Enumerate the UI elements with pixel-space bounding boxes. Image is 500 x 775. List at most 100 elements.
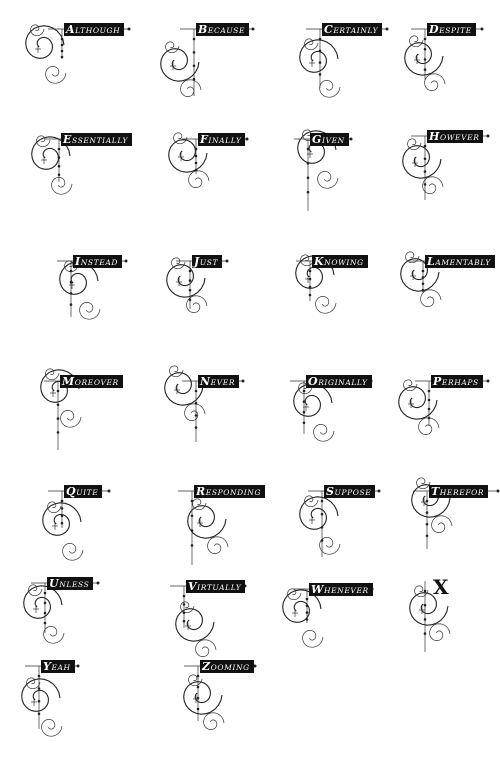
word-banner: Despite bbox=[427, 23, 476, 36]
initial-capital: O bbox=[308, 375, 319, 388]
word-remainder: esponding bbox=[205, 488, 262, 497]
initial-capital: U bbox=[49, 577, 60, 590]
word-remainder: eah bbox=[51, 663, 71, 672]
initial-capital: Q bbox=[66, 485, 77, 498]
flourish-ornament bbox=[295, 254, 365, 314]
flourish-ornament bbox=[168, 132, 249, 188]
initial-capital: Y bbox=[43, 660, 52, 673]
initial-n: Never bbox=[150, 345, 275, 470]
word-remainder: ertainly bbox=[333, 26, 379, 35]
flourish-ornament bbox=[166, 257, 229, 313]
word-banner: Virtually bbox=[186, 580, 246, 593]
initial-p: Perhaps bbox=[385, 345, 500, 470]
initial-capital: E bbox=[63, 133, 72, 146]
initial-w: Whenever bbox=[265, 555, 390, 680]
flourish-ornament bbox=[294, 129, 353, 211]
word-banner: Finally bbox=[198, 133, 246, 146]
initial-u: Unless bbox=[5, 565, 130, 690]
word-remainder: nowing bbox=[324, 258, 364, 267]
flourish-ornament bbox=[160, 27, 255, 97]
word-remainder: nless bbox=[59, 580, 90, 589]
flourish-ornament bbox=[164, 365, 245, 442]
initial-t: Therefor bbox=[385, 455, 500, 580]
word-remainder: ecause bbox=[207, 26, 246, 35]
initial-capital: M bbox=[62, 375, 75, 388]
initial-capital: Z bbox=[202, 660, 211, 673]
flourish-ornament bbox=[409, 581, 451, 652]
initial-capital: C bbox=[324, 23, 334, 36]
word-remainder: ever bbox=[210, 378, 236, 387]
word-banner: Suppose bbox=[324, 485, 376, 498]
initial-b: Because bbox=[140, 5, 265, 130]
initial-l: Lamentably bbox=[385, 225, 500, 350]
initial-y: Yeah bbox=[5, 650, 130, 775]
initial-capital: T bbox=[431, 485, 440, 498]
word-remainder: erhaps bbox=[441, 378, 479, 387]
initial-k: Knowing bbox=[272, 225, 397, 350]
word-remainder: oreover bbox=[74, 378, 119, 387]
initial-capital: K bbox=[314, 255, 325, 268]
word-remainder: irtually bbox=[197, 583, 242, 592]
word-banner: Quite bbox=[64, 485, 103, 498]
word-banner: However bbox=[427, 130, 484, 143]
initial-capital: V bbox=[188, 580, 198, 593]
initial-d: Despite bbox=[385, 5, 500, 130]
initial-capital: W bbox=[311, 583, 324, 596]
word-remainder: uite bbox=[76, 488, 99, 497]
flourish-ornament bbox=[400, 251, 494, 307]
word-remainder: uppose bbox=[334, 488, 372, 497]
initial-capital: X bbox=[433, 575, 449, 599]
word-banner: Moreover bbox=[60, 375, 123, 388]
word-banner: Lamentably bbox=[425, 255, 495, 268]
initial-capital: I bbox=[75, 255, 81, 268]
word-banner: Therefor bbox=[429, 485, 489, 498]
initial-capital: R bbox=[196, 485, 206, 498]
word-banner: Knowing bbox=[312, 255, 368, 268]
initial-j: Just bbox=[150, 225, 275, 350]
word-remainder: henever bbox=[323, 586, 369, 595]
initial-g: Given bbox=[272, 108, 397, 233]
word-banner: Yeah bbox=[41, 660, 75, 673]
flourish-ornament bbox=[299, 27, 389, 98]
word-banner: Just bbox=[192, 255, 223, 268]
word-banner: Whenever bbox=[309, 583, 373, 596]
word-remainder: amentably bbox=[435, 258, 491, 267]
word-remainder: owever bbox=[440, 133, 480, 142]
word-remainder: ooming bbox=[210, 663, 250, 672]
initial-capital: A bbox=[66, 23, 76, 36]
word-remainder: herefor bbox=[439, 488, 485, 497]
flourish-ornament bbox=[40, 368, 121, 450]
initial-capital: L bbox=[427, 255, 436, 268]
word-remainder: ssentially bbox=[71, 136, 128, 145]
word-banner: Because bbox=[196, 23, 250, 36]
initial-capital: F bbox=[200, 133, 209, 146]
word-remainder: inally bbox=[208, 136, 242, 145]
initial-capital: D bbox=[429, 23, 440, 36]
flourish-ornament bbox=[402, 134, 490, 200]
word-remainder: espite bbox=[439, 26, 472, 35]
initial-capital: H bbox=[429, 130, 440, 143]
initial-z: Zooming bbox=[160, 650, 285, 775]
word-remainder: riginally bbox=[318, 378, 368, 387]
ornamental-alphabet-sheet: Although Because Certainly Despite Essential… bbox=[5, 5, 500, 737]
initial-o: Originally bbox=[272, 345, 397, 470]
initial-x: X bbox=[385, 555, 500, 680]
word-banner: Instead bbox=[73, 255, 122, 268]
word-banner: Zooming bbox=[200, 660, 254, 673]
initial-h: However bbox=[385, 100, 500, 225]
initial-m: Moreover bbox=[18, 345, 143, 470]
word-banner: Unless bbox=[47, 577, 94, 590]
initial-capital: G bbox=[312, 133, 322, 146]
flourish-ornament bbox=[57, 259, 128, 320]
initial-q: Quite bbox=[22, 470, 147, 595]
word-remainder: lthough bbox=[75, 26, 121, 35]
initial-capital: N bbox=[200, 375, 211, 388]
initial-a: Although bbox=[12, 5, 137, 130]
word-remainder: nstead bbox=[80, 258, 118, 267]
word-banner: Certainly bbox=[322, 23, 383, 36]
initial-capital: B bbox=[198, 23, 208, 36]
word-banner: Essentially bbox=[61, 133, 132, 146]
initial-e: Essentially bbox=[5, 108, 132, 233]
initial-capital: S bbox=[326, 485, 335, 498]
initial-capital: P bbox=[433, 375, 442, 388]
